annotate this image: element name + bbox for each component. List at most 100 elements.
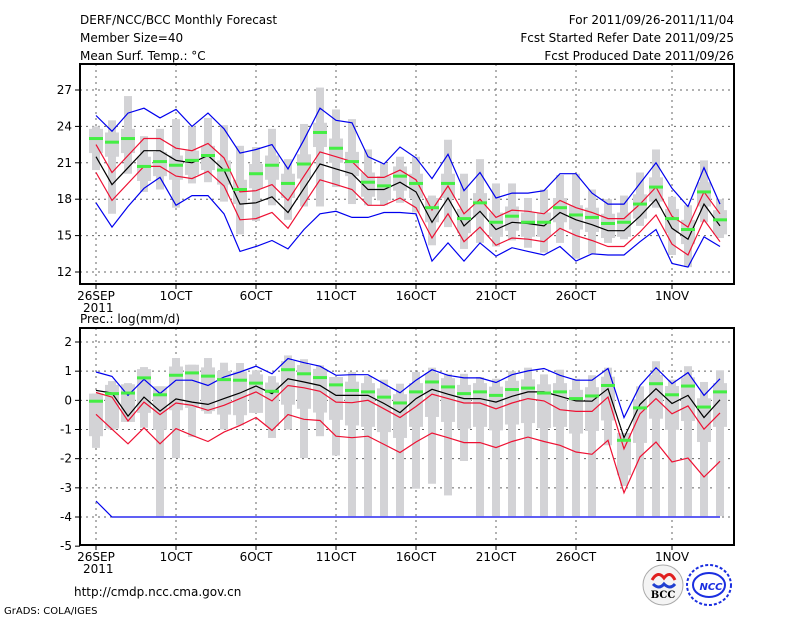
box-bar bbox=[633, 194, 647, 219]
box-bar bbox=[553, 383, 567, 427]
x-tick-label: 26OCT bbox=[556, 550, 597, 564]
whisker-bar bbox=[716, 370, 724, 517]
median-mark bbox=[377, 184, 391, 188]
whisker-bar bbox=[540, 374, 548, 517]
median-mark bbox=[233, 378, 247, 382]
median-mark bbox=[89, 399, 103, 403]
box-bar bbox=[409, 173, 423, 198]
median-mark bbox=[553, 390, 567, 394]
whisker-bar bbox=[668, 379, 676, 517]
x-tick-label: 21OCT bbox=[476, 289, 517, 303]
median-mark bbox=[281, 368, 295, 372]
median-mark bbox=[441, 181, 455, 185]
box-bar bbox=[521, 379, 535, 424]
min-line bbox=[95, 500, 720, 518]
box-bar bbox=[521, 212, 535, 237]
median-mark bbox=[665, 393, 679, 397]
member-size: Member Size=40 bbox=[80, 31, 183, 45]
x-tick-sublabel: 2011 bbox=[83, 562, 114, 576]
forecast-start-date: Fcst Started Refer Date 2011/09/25 bbox=[520, 31, 734, 45]
plot-frame bbox=[79, 63, 735, 285]
x-tick-label: 21OCT bbox=[476, 550, 517, 564]
median-mark bbox=[633, 202, 647, 206]
spread_low-line bbox=[95, 165, 721, 256]
box-bar bbox=[617, 212, 631, 237]
median-mark bbox=[681, 228, 695, 232]
median-mark bbox=[121, 137, 135, 141]
box-bar bbox=[489, 212, 503, 237]
median-mark bbox=[441, 385, 455, 389]
median-mark bbox=[505, 214, 519, 218]
plot-frame bbox=[79, 327, 735, 546]
y-tick-label: 1 bbox=[64, 364, 72, 378]
x-tick-label: 6OCT bbox=[240, 550, 273, 564]
y-tick-label: 27 bbox=[57, 83, 72, 97]
box-bar bbox=[105, 132, 119, 157]
box-bar bbox=[601, 213, 615, 239]
median-mark bbox=[169, 373, 183, 377]
median-mark bbox=[137, 164, 151, 168]
median-mark bbox=[617, 220, 631, 224]
x-tick-label: 26SEP bbox=[77, 289, 115, 303]
y-tick-label: 24 bbox=[57, 119, 72, 133]
median-mark bbox=[249, 172, 263, 176]
box-bar bbox=[537, 212, 551, 237]
median-mark bbox=[617, 438, 631, 442]
median-mark bbox=[265, 389, 279, 393]
box-bar bbox=[569, 205, 583, 230]
x-tick-label: 11OCT bbox=[316, 550, 357, 564]
median-mark bbox=[249, 381, 263, 385]
box-bar bbox=[89, 128, 103, 154]
median-mark bbox=[681, 384, 695, 388]
median-mark bbox=[313, 376, 327, 380]
y-tick-label: -4 bbox=[60, 510, 72, 524]
median-mark bbox=[345, 388, 359, 392]
median-mark bbox=[201, 154, 215, 158]
whisker-bar bbox=[588, 375, 596, 517]
median-mark bbox=[537, 391, 551, 395]
box-bar bbox=[377, 388, 391, 433]
box-bar bbox=[457, 384, 471, 429]
median-mark bbox=[313, 130, 327, 134]
median-mark bbox=[265, 163, 279, 167]
box-bar bbox=[361, 172, 375, 197]
whisker-bar bbox=[636, 386, 644, 517]
whisker-bar bbox=[396, 383, 404, 517]
y-tick-label: -2 bbox=[60, 452, 72, 466]
median-mark bbox=[153, 393, 167, 397]
median-mark bbox=[329, 383, 343, 387]
whisker-bar bbox=[444, 373, 452, 496]
x-tick-label: 26OCT bbox=[556, 289, 597, 303]
y-tick-label: 18 bbox=[57, 192, 72, 206]
median-mark bbox=[537, 220, 551, 224]
whisker-bar bbox=[380, 379, 388, 517]
y-tick-label: 15 bbox=[57, 229, 72, 243]
median-mark bbox=[361, 180, 375, 184]
median-mark bbox=[185, 158, 199, 162]
median-mark bbox=[425, 380, 439, 384]
median-mark bbox=[489, 393, 503, 397]
box-bar bbox=[393, 394, 407, 438]
median-mark bbox=[569, 397, 583, 401]
whisker-bar bbox=[572, 378, 580, 517]
median-mark bbox=[169, 163, 183, 167]
y-tick-label: -1 bbox=[60, 423, 72, 437]
box-bar bbox=[105, 384, 119, 429]
median-mark bbox=[569, 213, 583, 217]
whisker-bar bbox=[700, 381, 708, 517]
max-line bbox=[95, 357, 721, 420]
median-mark bbox=[521, 386, 535, 390]
median-mark bbox=[553, 206, 567, 210]
median-mark bbox=[297, 162, 311, 166]
box-bar bbox=[345, 381, 359, 426]
median-mark bbox=[649, 382, 663, 386]
median-mark bbox=[521, 220, 535, 224]
precipitation-label: Prec.: log(mm/d) bbox=[80, 312, 180, 326]
x-tick-label: 1OCT bbox=[160, 550, 193, 564]
y-tick-label: 0 bbox=[64, 393, 72, 407]
median-mark bbox=[89, 137, 103, 141]
source-url[interactable]: http://cmdp.ncc.cma.gov.cn bbox=[74, 585, 241, 599]
max-line bbox=[95, 107, 721, 208]
median-mark bbox=[409, 390, 423, 394]
median-mark bbox=[425, 206, 439, 210]
